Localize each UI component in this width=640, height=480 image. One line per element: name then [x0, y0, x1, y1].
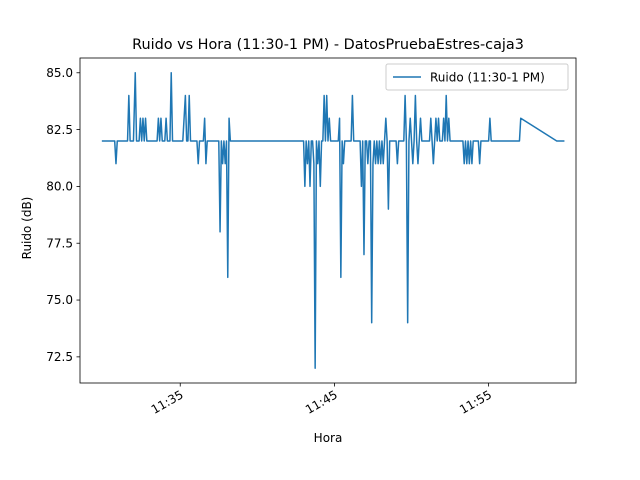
plot-frame	[79, 57, 577, 384]
legend-entry-label: Ruido (11:30-1 PM)	[430, 71, 545, 85]
legend-frame	[385, 63, 569, 91]
y-axis-ticks: 72.5 75.0 77.5 80.0 82.5 85.0	[46, 66, 80, 364]
y-tick-label: 75.0	[46, 293, 73, 307]
legend: Ruido (11:30-1 PM)	[385, 63, 569, 91]
chart-title: Ruido vs Hora (11:30-1 PM) - DatosPrueba…	[132, 37, 524, 53]
series-line-0	[101, 72, 565, 369]
y-axis-label: Ruido (dB)	[20, 197, 34, 260]
y-tick-label: 72.5	[46, 350, 73, 364]
x-axis-label: Hora	[314, 431, 343, 445]
y-tick-label: 80.0	[46, 180, 73, 194]
y-tick-label: 82.5	[46, 123, 73, 137]
y-tick-label: 77.5	[46, 236, 73, 250]
y-tick-label: 85.0	[46, 66, 73, 80]
plot-area	[79, 57, 577, 384]
